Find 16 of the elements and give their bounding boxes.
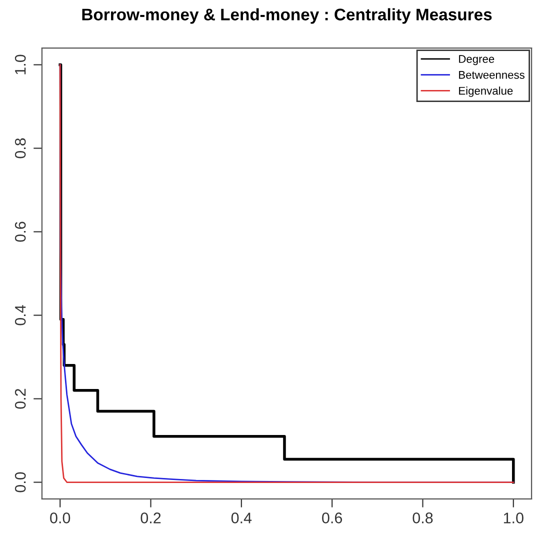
x-tick-label: 0.6 xyxy=(322,512,342,524)
y-tick-label: 1.0 xyxy=(14,54,26,74)
x-tick-label: 0.4 xyxy=(231,512,252,524)
x-tick-label: 0.2 xyxy=(140,512,161,524)
legend-label: Betweenness xyxy=(459,71,524,79)
x-tick-label: 1.0 xyxy=(504,512,524,524)
chart-title: Borrow-money & Lend-money : Centrality Measures xyxy=(82,8,492,24)
legend-label: Eigenvalue xyxy=(459,86,513,97)
x-tick-label: 0.8 xyxy=(412,512,433,524)
y-tick-label: 0.8 xyxy=(14,138,26,158)
legend-label: Degree xyxy=(459,55,494,66)
y-tick-label: 0.6 xyxy=(14,222,26,242)
x-tick-label: 0.0 xyxy=(50,512,70,524)
y-tick-label: 0.4 xyxy=(14,305,26,326)
y-tick-label: 0.2 xyxy=(14,388,26,409)
y-tick-label: 0.0 xyxy=(14,472,26,492)
